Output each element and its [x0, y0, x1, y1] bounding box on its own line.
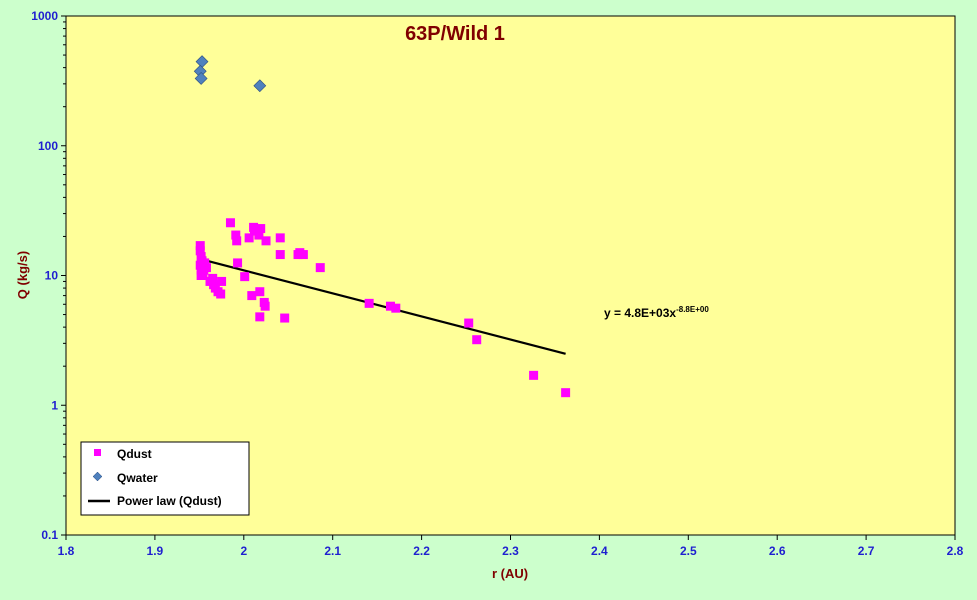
x-tick-label: 2.1 — [324, 544, 341, 558]
qdust-point — [199, 265, 209, 275]
qdust-point — [254, 230, 264, 240]
legend-powerlaw-label: Power law (Qdust) — [117, 494, 222, 508]
qdust-point — [261, 236, 271, 246]
y-tick-label: 1000 — [31, 9, 58, 23]
legend-qwater-marker — [92, 471, 103, 482]
qdust-point — [275, 233, 285, 243]
qwater-point — [253, 79, 267, 93]
qdust-point — [315, 263, 325, 273]
qdust-point — [225, 218, 235, 228]
qdust-point — [216, 289, 226, 299]
qdust-point — [275, 250, 285, 260]
qdust-point — [231, 230, 241, 240]
qdust-point — [298, 250, 308, 260]
x-axis-ticks: 1.8 1.9 2 2.1 2.2 2.3 2.4 2.5 2.6 2.7 2.8 — [58, 535, 964, 558]
qdust-point — [233, 258, 243, 268]
qdust-point — [247, 291, 257, 301]
legend-qdust-label: Qdust — [117, 447, 152, 461]
legend: Qdust Qwater Power law (Qdust) — [80, 441, 250, 516]
trendline-equation-base: y = 4.8E+03x — [604, 306, 676, 320]
qdust-point — [195, 246, 205, 256]
qdust-point — [464, 318, 474, 328]
y-tick-label: 100 — [38, 139, 58, 153]
x-tick-label: 2.7 — [858, 544, 875, 558]
x-tick-label: 2 — [240, 544, 247, 558]
y-axis-ticks: 0.1 1 10 100 1000 — [31, 9, 66, 542]
qwater-point — [194, 72, 208, 85]
x-tick-label: 1.9 — [147, 544, 164, 558]
qdust-point — [472, 335, 482, 345]
qdust-point — [260, 301, 270, 311]
qdust-point — [280, 313, 290, 323]
x-tick-label: 2.5 — [680, 544, 697, 558]
qdust-point — [217, 276, 227, 286]
trendline-equation-exponent: -8.8E+00 — [676, 305, 709, 314]
qdust-point — [195, 241, 205, 251]
qdust-point — [364, 298, 374, 308]
qdust-point — [196, 271, 206, 280]
x-tick-label: 1.8 — [58, 544, 75, 558]
y-tick-label: 10 — [45, 269, 59, 283]
x-tick-label: 2.6 — [769, 544, 786, 558]
qdust-point — [256, 224, 266, 234]
y-tick-label: 0.1 — [41, 528, 58, 542]
qdust-point — [240, 272, 250, 282]
x-axis-title: r (AU) — [492, 566, 528, 581]
y-axis-title: Q (kg/s) — [15, 251, 30, 299]
qdust-point — [208, 273, 218, 283]
qdust-point — [255, 287, 265, 297]
x-tick-label: 2.8 — [947, 544, 964, 558]
qdust-point — [200, 258, 210, 268]
legend-qdust-marker — [94, 449, 101, 456]
legend-box — [80, 441, 250, 516]
qdust-point — [529, 370, 539, 380]
qdust-point — [255, 312, 265, 322]
legend-qwater-label: Qwater — [117, 471, 158, 485]
x-tick-label: 2.4 — [591, 544, 608, 558]
qdust-point — [385, 301, 395, 311]
qdust-point — [244, 233, 254, 243]
x-tick-label: 2.3 — [502, 544, 519, 558]
qdust-point — [391, 303, 401, 313]
chart-title: 63P/Wild 1 — [405, 23, 505, 45]
qdust-point — [561, 388, 571, 398]
x-tick-label: 2.2 — [413, 544, 430, 558]
qdust-point — [232, 236, 242, 246]
power-law-fit-line — [199, 257, 566, 355]
trendline-equation: y = 4.8E+03x-8.8E+00 — [604, 305, 709, 320]
y-tick-label: 1 — [51, 398, 58, 412]
data-marks — [193, 55, 571, 398]
